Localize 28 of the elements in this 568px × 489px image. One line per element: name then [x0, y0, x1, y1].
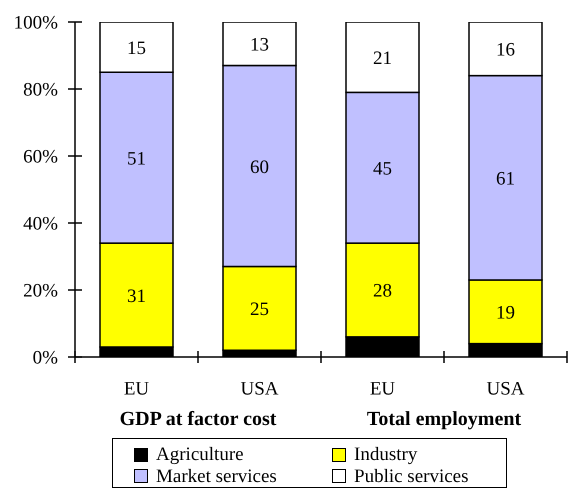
data-label: 60	[250, 156, 269, 178]
x-tick-label: EU	[124, 378, 150, 400]
y-tick-label: 20%	[23, 280, 58, 302]
legend-label: Market services	[156, 466, 277, 487]
y-tick-label: 60%	[23, 146, 58, 168]
legend-label: Public services	[354, 466, 469, 487]
data-label: 16	[496, 40, 515, 61]
data-label: 51	[127, 148, 146, 170]
data-label: 13	[250, 34, 269, 56]
data-label: 61	[496, 168, 515, 190]
x-tick-label: EU	[370, 378, 396, 400]
data-label: 28	[373, 280, 392, 302]
data-label: 21	[373, 48, 392, 69]
data-label: 45	[373, 158, 392, 180]
data-label: 25	[250, 299, 269, 320]
y-tick-label: 0%	[32, 348, 58, 369]
y-tick-label: 40%	[23, 214, 58, 235]
text: Total employment	[366, 407, 522, 431]
legend-label: Industry	[354, 444, 418, 466]
y-tick-label: 100%	[14, 12, 58, 34]
data-label: 31	[127, 286, 146, 307]
data-label: 19	[496, 302, 515, 324]
text: GDP at factor cost	[120, 407, 276, 431]
x-tick-label: USA	[486, 378, 525, 400]
y-tick-label: 80%	[23, 80, 58, 101]
data-label: 15	[127, 38, 146, 59]
x-tick-label: USA	[240, 378, 279, 400]
legend-label: Agriculture	[156, 444, 244, 466]
